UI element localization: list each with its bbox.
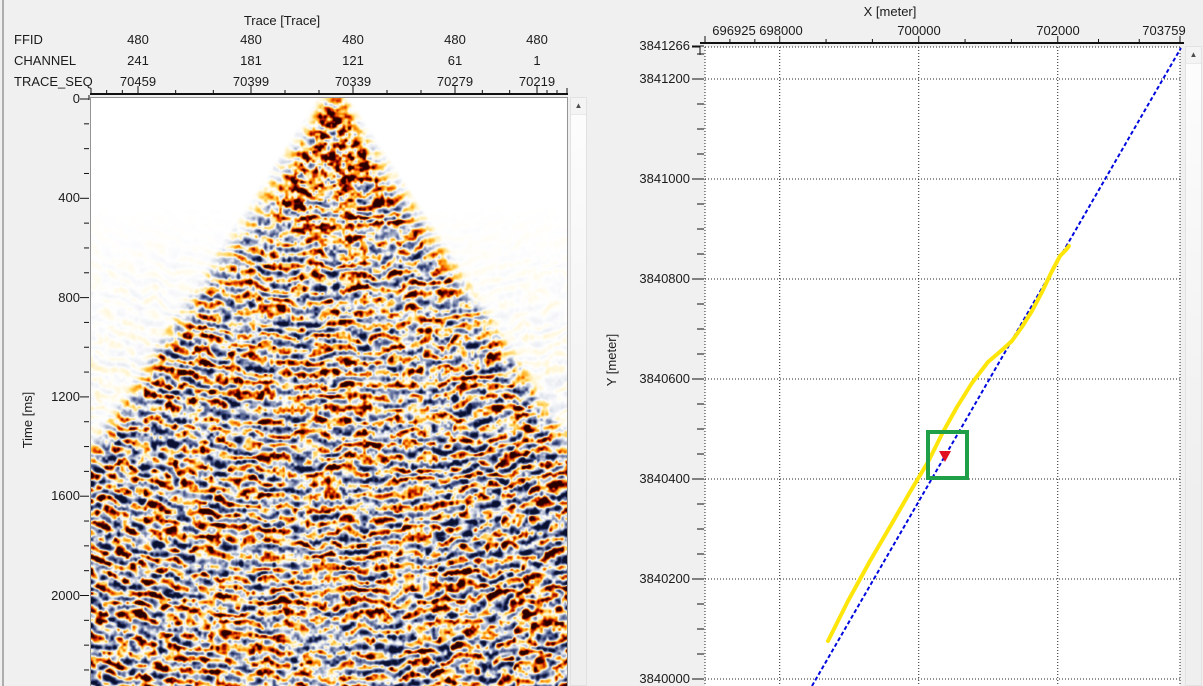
- time-tick-label: 2000: [51, 587, 80, 603]
- header-value: 70339: [334, 74, 372, 89]
- map-y-tick-label: 3841000: [639, 171, 690, 186]
- header-value: 181: [240, 53, 262, 68]
- map-x-axis-title: X [meter]: [863, 4, 917, 19]
- header-value: 70219: [518, 74, 556, 89]
- map-y-tick-label: 3841266: [639, 38, 690, 53]
- time-tick-label: 1600: [51, 488, 80, 504]
- header-value: 480: [127, 32, 149, 47]
- map-scroll-up-button[interactable]: ▲: [1186, 47, 1201, 64]
- header-value: 480: [342, 32, 364, 47]
- scroll-up-arrow-icon: ▲: [574, 101, 583, 110]
- map-x-tick-label: 696925: [712, 23, 756, 38]
- map-y-tick-label: 3840000: [639, 671, 690, 686]
- header-row-label-channel: CHANNEL: [14, 53, 77, 68]
- header-value: 70459: [119, 74, 157, 89]
- map-x-tick-label: 703759: [1142, 23, 1186, 38]
- header-row-label-trace-seq: TRACE_SEQ: [14, 74, 93, 89]
- time-tick-label: 800: [58, 289, 80, 305]
- header-value: 480: [444, 32, 466, 47]
- map-scrollbar[interactable]: ▲: [1185, 46, 1202, 686]
- time-axis-title: Time [ms]: [20, 391, 35, 449]
- map-y-axis-title: Y [meter]: [604, 333, 619, 387]
- header-value: 70279: [436, 74, 474, 89]
- seismic-scrollbar[interactable]: ▲: [570, 97, 587, 686]
- header-value: 70399: [232, 74, 270, 89]
- header-value: 480: [240, 32, 262, 47]
- map-plot[interactable]: [705, 47, 1180, 686]
- header-value: 480: [526, 32, 548, 47]
- scroll-up-arrow-icon: ▲: [1189, 50, 1198, 59]
- map-y-tick-label: 3841200: [639, 71, 690, 86]
- map-y-tick-label: 3840200: [639, 571, 690, 586]
- time-tick-label: 1200: [51, 388, 80, 404]
- trace-axis-title: Trace [Trace]: [243, 13, 321, 28]
- header-value: 241: [127, 53, 149, 68]
- window-left-border: [2, 0, 4, 686]
- map-x-tick-label: 700000: [897, 23, 941, 38]
- map-x-tick-label: 698000: [759, 23, 803, 38]
- map-y-tick-label: 3840600: [639, 371, 690, 386]
- map-x-tick-label: 702000: [1036, 23, 1080, 38]
- time-tick-label: 0: [72, 91, 80, 106]
- map-y-tick-label: 3840400: [639, 471, 690, 486]
- header-value: 1: [533, 53, 541, 68]
- header-row-label-ffid: FFID: [14, 32, 43, 47]
- header-value: 121: [342, 53, 364, 68]
- map-y-tick-label: 3840800: [639, 271, 690, 286]
- seismic-scroll-up-button[interactable]: ▲: [571, 98, 586, 115]
- seismic-canvas[interactable]: [91, 98, 567, 686]
- time-tick-label: 400: [58, 190, 80, 206]
- header-value: 61: [447, 53, 463, 68]
